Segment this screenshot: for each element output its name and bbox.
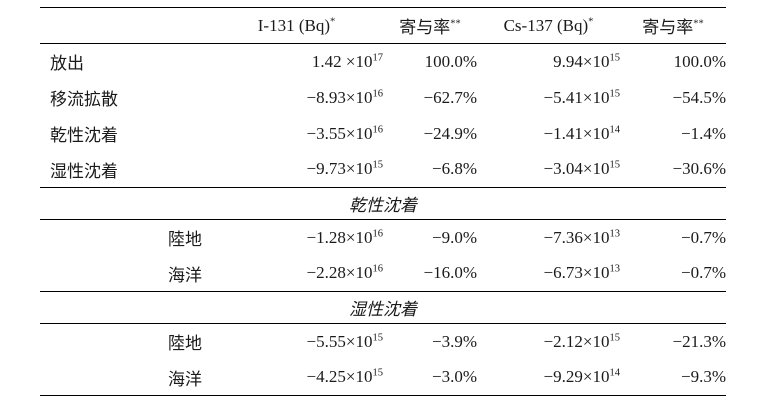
table-row: 陸地 −1.28×1016 −9.0% −7.36×1013 −0.7% [40, 220, 726, 256]
footnote-marker: ** [450, 18, 461, 30]
row-sub-label [160, 116, 210, 152]
value-cell: −0.7% [681, 263, 726, 283]
value-cell: −5.41×1015 [543, 87, 620, 107]
value-cell: −2.28×1016 [306, 263, 383, 283]
row-label: 湿性沈着 [50, 161, 118, 181]
value-cell: −16.0% [423, 263, 478, 283]
footnote-marker: * [588, 15, 594, 27]
value-cell: −3.0% [432, 367, 477, 387]
value-cell: −6.73×1013 [543, 263, 620, 283]
table-row: 湿性沈着 −9.73×1015 −6.8% −3.04×1015 −30.6% [40, 152, 726, 188]
row-label [40, 256, 160, 292]
table-row: 陸地 −5.55×1015 −3.9% −2.12×1015 −21.3% [40, 324, 726, 360]
table-row: 移流拡散 −8.93×1016 −62.7% −5.41×1015 −54.5% [40, 80, 726, 116]
column-header: 寄与率** [642, 18, 704, 37]
section-title: 乾性沈着 [349, 196, 417, 215]
value-cell: −1.4% [681, 123, 726, 143]
footnote-marker: * [329, 15, 336, 27]
value-cell: −2.12×1015 [543, 331, 620, 351]
row-sub-label: 海洋 [168, 265, 202, 285]
value-cell: −21.3% [672, 331, 727, 351]
row-label: 乾性沈着 [50, 126, 118, 145]
value-cell: −1.41×1014 [543, 123, 620, 143]
value-cell: −0.7% [681, 227, 726, 247]
value-cell: 9.94×1015 [553, 51, 620, 71]
value-cell: −6.8% [432, 159, 477, 179]
footnote-marker: ** [693, 18, 704, 30]
value-cell: −4.25×1015 [306, 367, 383, 387]
value-cell: −9.3% [681, 367, 726, 387]
value-cell: −9.0% [432, 227, 477, 247]
section-title: 湿性沈着 [349, 300, 417, 319]
row-sub-label [160, 44, 210, 80]
value-cell: −3.04×1015 [543, 159, 620, 179]
value-cell: −8.93×1016 [306, 87, 383, 107]
value-cell: −9.29×1014 [543, 367, 620, 387]
column-header: 寄与率** [399, 18, 461, 37]
value-cell: 100.0% [673, 51, 726, 71]
section-header-row: 乾性沈着 [40, 187, 726, 220]
value-cell: −62.7% [423, 87, 478, 107]
value-cell: −1.28×1016 [306, 227, 383, 247]
value-cell: −7.36×1013 [543, 227, 620, 247]
table-row: 海洋 −2.28×1016 −16.0% −6.73×1013 −0.7% [40, 256, 726, 292]
table-row: 放出 1.42 ×1017 100.0% 9.94×1015 100.0% [40, 44, 726, 80]
row-label: 放出 [50, 54, 84, 74]
value-cell: −54.5% [672, 87, 727, 107]
row-label [40, 324, 160, 360]
column-header-empty [160, 8, 210, 44]
section-header-row: 湿性沈着 [40, 291, 726, 324]
row-sub-label: 陸地 [168, 230, 202, 250]
row-sub-label [160, 152, 210, 188]
value-cell: −30.6% [672, 159, 727, 179]
value-cell: −3.55×1016 [306, 123, 383, 143]
table-row: 乾性沈着 −3.55×1016 −24.9% −1.41×1014 −1.4% [40, 116, 726, 152]
row-label [40, 360, 160, 396]
row-label: 移流拡散 [50, 90, 118, 109]
row-sub-label [160, 80, 210, 116]
column-header: Cs-137 (Bq)* [503, 15, 594, 35]
column-header-empty [40, 8, 160, 44]
value-cell: −3.9% [432, 331, 477, 351]
row-sub-label: 海洋 [168, 369, 202, 389]
column-header: I-131 (Bq)* [257, 15, 336, 35]
row-sub-label: 陸地 [168, 334, 202, 354]
value-cell: −24.9% [423, 123, 478, 143]
row-label [40, 220, 160, 256]
table-header-row: I-131 (Bq)* 寄与率** Cs-137 (Bq)* 寄与率** [40, 7, 726, 44]
value-cell: 1.42 ×1017 [311, 51, 383, 71]
value-cell: −5.55×1015 [306, 331, 383, 351]
value-cell: −9.73×1015 [306, 159, 383, 179]
radionuclide-budget-table: I-131 (Bq)* 寄与率** Cs-137 (Bq)* 寄与率** 放出 1.42… [40, 7, 726, 396]
value-cell: 100.0% [424, 51, 477, 71]
table-row: 海洋 −4.25×1015 −3.0% −9.29×1014 −9.3% [40, 360, 726, 396]
